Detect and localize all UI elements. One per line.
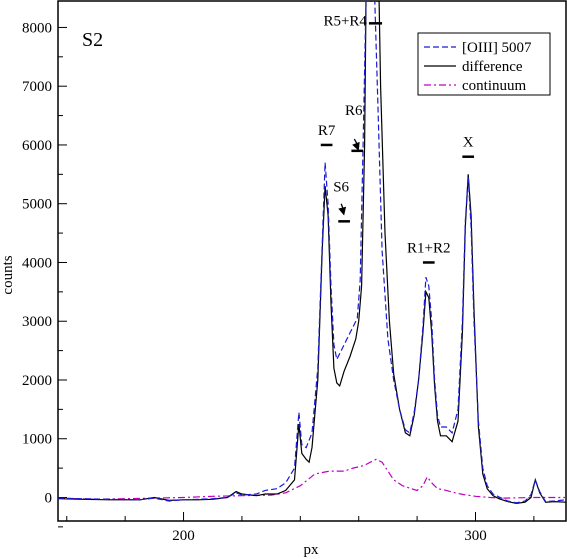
y-tick-label: 4000 <box>22 255 52 271</box>
annotation-label: X <box>463 135 474 151</box>
annotation-label: R5+R4 <box>323 13 367 29</box>
series-line-continuum <box>58 458 566 500</box>
y-tick-label: 1000 <box>22 432 52 448</box>
y-tick-label: 2000 <box>22 373 52 389</box>
x-axis-label: px <box>304 542 320 558</box>
arrow-head <box>338 206 347 216</box>
y-tick-label: 6000 <box>22 138 52 154</box>
y-tick-label: 8000 <box>22 20 52 36</box>
legend: [OIII] 5007 difference continuum <box>417 32 551 96</box>
y-tick-label: 3000 <box>22 314 52 330</box>
annotation-label: R6 <box>345 103 363 119</box>
arrow-head <box>352 141 360 151</box>
y-tick-label: 0 <box>45 490 53 506</box>
series-layer <box>58 1 566 505</box>
series-line--oiii-5007 <box>58 1 566 504</box>
plot-frame <box>57 0 567 522</box>
plot-border <box>57 0 567 522</box>
y-axis: 0 1000 2000 3000 4000 5000 6000 7000 8000 <box>22 20 67 528</box>
legend-label: [OIII] 5007 <box>462 40 532 56</box>
y-tick-label: 5000 <box>22 197 52 213</box>
y-tick-label: 7000 <box>22 79 52 95</box>
x-tick-label: 200 <box>172 528 195 544</box>
x-axis: 200 300 <box>66 512 535 544</box>
annotation-label: R7 <box>318 123 336 139</box>
panel-label: S2 <box>82 29 103 51</box>
annotations: R5+R4 R7 R6 S6 R1+R2 X <box>318 13 475 264</box>
y-axis-label: counts <box>0 255 16 294</box>
legend-label: continuum <box>462 78 526 94</box>
legend-label: difference <box>462 59 523 75</box>
annotation-label: R1+R2 <box>407 240 450 256</box>
annotation-label: S6 <box>333 179 349 195</box>
x-tick-label: 300 <box>464 528 487 544</box>
